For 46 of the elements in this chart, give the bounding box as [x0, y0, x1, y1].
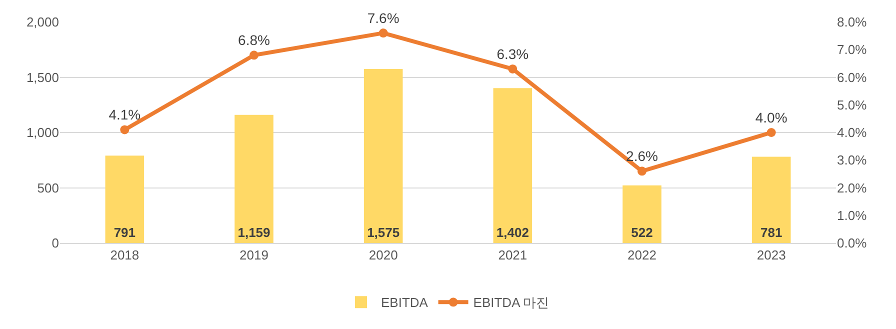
y2-tick-label: 8.0% [837, 14, 868, 30]
y2-tick-label: 7.0% [837, 42, 868, 58]
x-tick-label: 2020 [368, 248, 398, 263]
legend-label: EBITDA [381, 295, 428, 310]
data-label: 791 [114, 225, 136, 240]
bar [105, 156, 144, 243]
y2-tick-label: 2.0% [837, 180, 868, 196]
y2-tick-label: 6.0% [837, 70, 868, 85]
data-label: 1,402 [496, 225, 529, 240]
y-tick-label: 500 [37, 180, 59, 196]
bar [622, 185, 662, 243]
point [378, 28, 388, 38]
bar [364, 68, 403, 243]
y2-tick-label: 1.0% [837, 208, 868, 223]
data-label: 1,575 [367, 225, 400, 240]
bar [752, 156, 791, 243]
x-tick-label: 2019 [240, 248, 268, 263]
y2-tick-label: 5.0% [837, 97, 868, 112]
data-label: 781 [760, 225, 782, 240]
data-label: 6.8% [238, 32, 270, 48]
bar [234, 114, 274, 243]
data-label: 7.6% [367, 10, 400, 26]
data-label: 6.3% [496, 46, 529, 62]
bar [493, 88, 532, 243]
x-tick-label: 2022 [628, 248, 656, 263]
data-label: 2.6% [626, 148, 658, 164]
y2-tick-label: 0.0% [837, 236, 868, 251]
y-tick-label: 0 [52, 236, 59, 251]
legend-label: EBITDA 마진 [473, 295, 550, 310]
data-label: 4.1% [108, 106, 141, 123]
y-tick-label: 1,500 [26, 70, 59, 85]
data-label: 4.0% [755, 109, 788, 126]
point [638, 166, 646, 176]
x-tick-label: 2018 [110, 248, 140, 263]
x-tick-label: 2023 [756, 248, 786, 263]
point [250, 50, 258, 60]
data-label: 522 [631, 225, 653, 240]
y-tick-label: 1,000 [26, 125, 59, 140]
point [508, 64, 518, 74]
point [766, 128, 776, 137]
point [120, 125, 130, 134]
y2-tick-label: 4.0% [837, 125, 868, 140]
y-tick-label: 2,000 [26, 14, 59, 30]
data-label: 1,159 [238, 225, 270, 240]
x-tick-label: 2021 [498, 248, 528, 263]
y2-tick-label: 3.0% [837, 152, 868, 168]
